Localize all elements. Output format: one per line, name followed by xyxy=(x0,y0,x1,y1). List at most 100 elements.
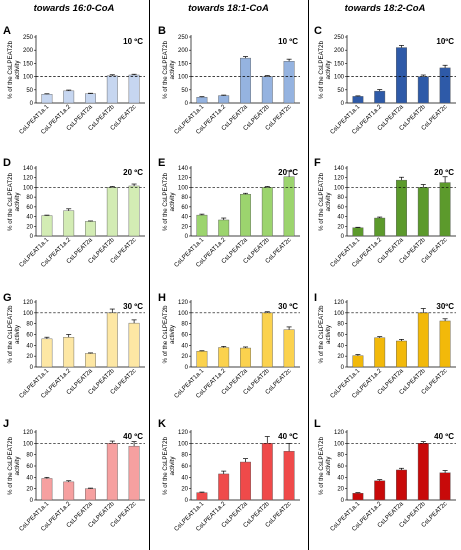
y-tick-label-l-2: 40 xyxy=(337,475,344,481)
y-tick-label-j-1: 20 xyxy=(26,487,33,493)
y-tick-label-b-0: 0 xyxy=(185,101,189,107)
column-title-18-1: towards 18:1-CoA xyxy=(188,3,269,14)
bar-j-2 xyxy=(85,488,96,501)
temperature-label-b: 10 ºC xyxy=(278,37,298,46)
temperature-label-d: 20 ºC xyxy=(123,168,143,177)
panel-letter-f: F xyxy=(314,157,321,169)
y-tick-label-g-3: 60 xyxy=(26,333,33,339)
temperature-label-j: 40 ºC xyxy=(123,432,143,441)
y-tick-label-e-2: 40 xyxy=(181,215,188,221)
temperature-label-g: 30 ºC xyxy=(123,302,143,311)
bar-b-3 xyxy=(261,76,273,104)
bar-l-0 xyxy=(352,493,364,501)
panel-letter-h: H xyxy=(158,292,166,304)
temperature-label-a: 10 ºC xyxy=(123,37,143,46)
bar-b-2 xyxy=(240,57,251,104)
bar-l-1 xyxy=(374,480,386,501)
y-tick-label-f-0: 0 xyxy=(341,234,345,240)
y-tick-label-l-6: 120 xyxy=(334,430,345,436)
bar-g-4 xyxy=(128,322,140,368)
y-tick-label-h-5: 100 xyxy=(178,311,189,317)
y-tick-label-k-3: 60 xyxy=(181,464,188,470)
bar-j-0 xyxy=(41,478,53,501)
y-tick-label-h-0: 0 xyxy=(185,365,189,371)
bar-j-3 xyxy=(106,443,118,501)
y-axis-title-f: % of the CsLPEAT2bactivity xyxy=(318,172,332,231)
column-separator-1 xyxy=(149,0,150,550)
bar-f-3 xyxy=(417,187,429,237)
y-tick-label-c-0: 0 xyxy=(341,101,345,107)
y-tick-label-a-1: 50 xyxy=(26,88,33,94)
column-title-16-0: towards 16:0-CoA xyxy=(33,3,115,14)
y-tick-label-j-3: 60 xyxy=(26,464,33,470)
bar-i-2 xyxy=(396,340,407,368)
temperature-label-e: 20 ºC xyxy=(278,168,298,177)
panel-letter-k: K xyxy=(158,418,166,430)
y-tick-label-i-0: 0 xyxy=(341,365,345,371)
y-tick-label-i-4: 80 xyxy=(337,322,344,328)
bar-a-3 xyxy=(106,75,118,104)
y-tick-label-d-6: 120 xyxy=(23,176,34,182)
panel-letter-l: L xyxy=(314,418,321,430)
bar-d-1 xyxy=(63,210,75,237)
y-tick-label-f-2: 40 xyxy=(337,215,344,221)
bar-c-0 xyxy=(352,96,364,104)
y-tick-label-e-7: 140 xyxy=(178,166,189,172)
y-tick-label-h-3: 60 xyxy=(181,333,188,339)
bar-h-4 xyxy=(283,329,295,368)
y-tick-label-e-6: 120 xyxy=(178,176,189,182)
y-axis-title-d: % of the CsLPEAT2bactivity xyxy=(7,172,21,231)
y-axis-title-k: % of the CsLPEAT2bactivity xyxy=(162,436,176,495)
bar-a-4 xyxy=(128,74,140,104)
y-tick-label-a-5: 250 xyxy=(23,35,34,41)
bar-l-3 xyxy=(417,443,429,501)
y-tick-label-i-3: 60 xyxy=(337,333,344,339)
bar-g-2 xyxy=(85,353,96,368)
y-tick-label-i-1: 20 xyxy=(337,354,344,360)
bar-i-0 xyxy=(352,355,364,368)
y-tick-label-e-3: 60 xyxy=(181,205,188,211)
y-axis-title-j: % of the CsLPEAT2bactivity xyxy=(7,436,21,495)
bar-f-1 xyxy=(374,217,386,237)
y-axis-title-g: % of the CsLPEAT2bactivity xyxy=(7,305,21,364)
y-axis-title-e: % of the CsLPEAT2bactivity xyxy=(162,172,176,231)
temperature-label-k: 40 ºC xyxy=(278,432,298,441)
y-tick-label-f-1: 20 xyxy=(337,224,344,230)
y-tick-label-k-2: 40 xyxy=(181,475,188,481)
bar-e-0 xyxy=(196,214,208,237)
y-tick-label-l-4: 80 xyxy=(337,453,344,459)
temperature-label-h: 30 ºC xyxy=(278,302,298,311)
y-tick-label-b-3: 150 xyxy=(178,61,189,67)
y-tick-label-j-6: 120 xyxy=(23,430,34,436)
y-tick-label-f-6: 120 xyxy=(334,176,345,182)
panel-letter-i: I xyxy=(314,292,317,304)
panel-letter-a: A xyxy=(3,25,11,37)
y-tick-label-b-2: 100 xyxy=(178,75,189,81)
temperature-label-c: 10ºC xyxy=(436,37,454,46)
y-tick-label-h-6: 120 xyxy=(178,300,189,306)
y-axis-title-b: % of the CsLPEAT2bactivity xyxy=(162,40,176,99)
y-tick-label-l-0: 0 xyxy=(341,498,345,504)
bar-k-0 xyxy=(196,492,208,501)
y-tick-label-f-7: 140 xyxy=(334,166,345,172)
y-tick-label-h-4: 80 xyxy=(181,322,188,328)
y-tick-label-k-5: 100 xyxy=(178,441,189,447)
y-tick-label-b-1: 50 xyxy=(181,88,188,94)
column-title-18-2: towards 18:2-CoA xyxy=(344,3,426,14)
y-tick-label-e-0: 0 xyxy=(185,234,189,240)
bar-l-4 xyxy=(439,472,451,501)
bar-i-3 xyxy=(417,312,429,368)
bar-c-4 xyxy=(439,67,451,104)
panel-letter-d: D xyxy=(3,157,11,169)
bar-j-4 xyxy=(128,445,140,501)
bar-b-0 xyxy=(196,96,208,104)
bar-e-3 xyxy=(261,187,273,237)
y-tick-label-i-6: 120 xyxy=(334,300,345,306)
panel-letter-c: C xyxy=(314,25,322,37)
bar-i-4 xyxy=(439,320,451,368)
y-tick-label-c-2: 100 xyxy=(334,75,345,81)
bar-h-0 xyxy=(196,351,208,368)
y-tick-label-l-1: 20 xyxy=(337,487,344,493)
bar-f-0 xyxy=(352,227,364,237)
bar-k-4 xyxy=(283,451,295,501)
